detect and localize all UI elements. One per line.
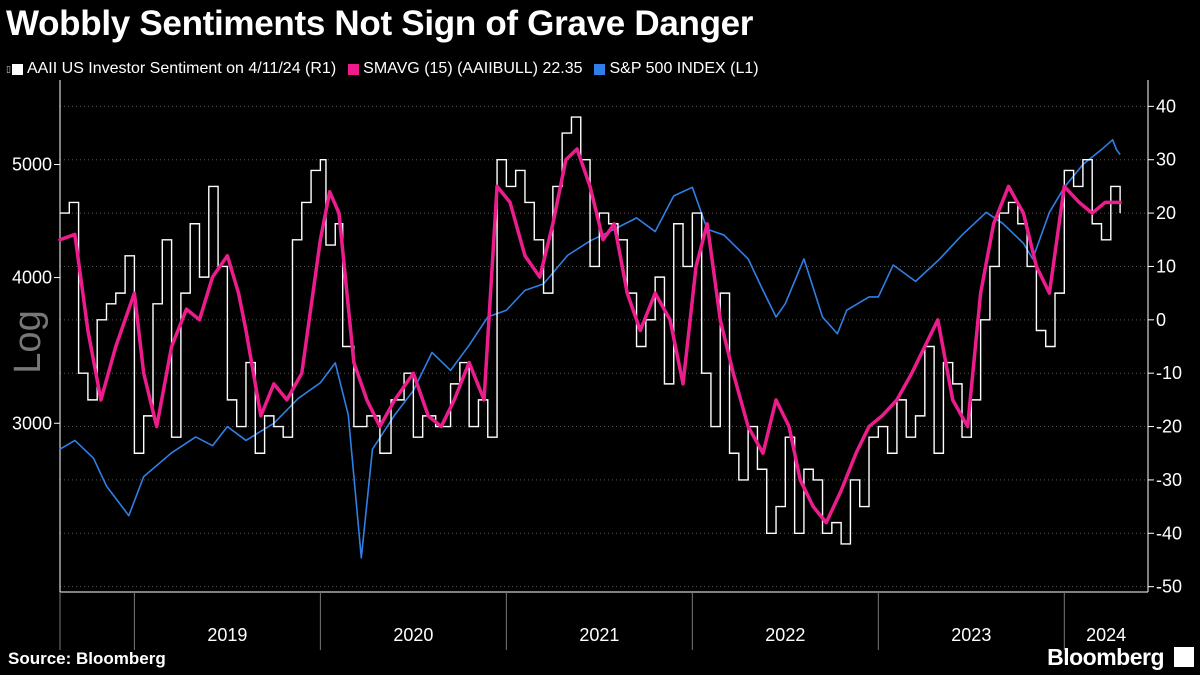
brand-logo: Bloomberg [1047,644,1164,670]
left-tick-label: 4000 [12,268,52,288]
legend-marker-icon: ▯ [6,63,11,74]
series-smavg-line [58,147,1122,525]
legend-entry-spx: S&P 500 INDEX (L1) [594,60,759,78]
x-tick-label: 2020 [393,625,433,645]
legend-label-sentiment: AAII US Investor Sentiment on 4/11/24 (R… [26,60,337,77]
legend-entry-smavg: SMAVG (15) (AAIIBULL) 22.35 [348,60,582,78]
right-tick-label: 0 [1156,310,1166,330]
right-tick-label: 10 [1156,256,1176,276]
chart-title: Wobbly Sentiments Not Sign of Grave Dang… [6,4,754,43]
x-tick-label: 2019 [207,625,247,645]
x-tick-label: 2022 [765,625,805,645]
x-tick-label: 2021 [579,625,619,645]
legend-entry-sentiment: ▯ AAII US Investor Sentiment on 4/11/24 … [6,60,336,78]
legend-swatch-sentiment [11,63,23,75]
legend-label-smavg: SMAVG (15) (AAIIBULL) 22.35 [363,60,583,77]
right-tick-label: -40 [1156,523,1182,543]
x-tick-label: 2023 [951,625,991,645]
left-tick-label: 3000 [12,413,52,433]
right-tick-label: -50 [1156,577,1182,597]
chart-legend: ▯ AAII US Investor Sentiment on 4/11/24 … [6,60,771,78]
right-tick-label: 20 [1156,203,1176,223]
right-tick-label: -20 [1156,417,1182,437]
right-tick-label: 30 [1156,150,1176,170]
bloomberg-terminal-icon [1174,647,1194,667]
series-sentiment-line [60,116,1121,545]
right-tick-label: -30 [1156,470,1182,490]
left-axis-label: Log [7,310,49,373]
x-tick-label: 2024 [1086,625,1126,645]
right-tick-label: 40 [1156,96,1176,116]
left-tick-label: 5000 [12,155,52,175]
legend-label-spx: S&P 500 INDEX (L1) [609,60,759,77]
source-note: Source: Bloomberg [8,649,166,668]
legend-swatch-smavg [348,63,360,75]
legend-swatch-spx [594,63,606,75]
series-spx-line [59,139,1121,559]
right-tick-label: -10 [1156,363,1182,383]
